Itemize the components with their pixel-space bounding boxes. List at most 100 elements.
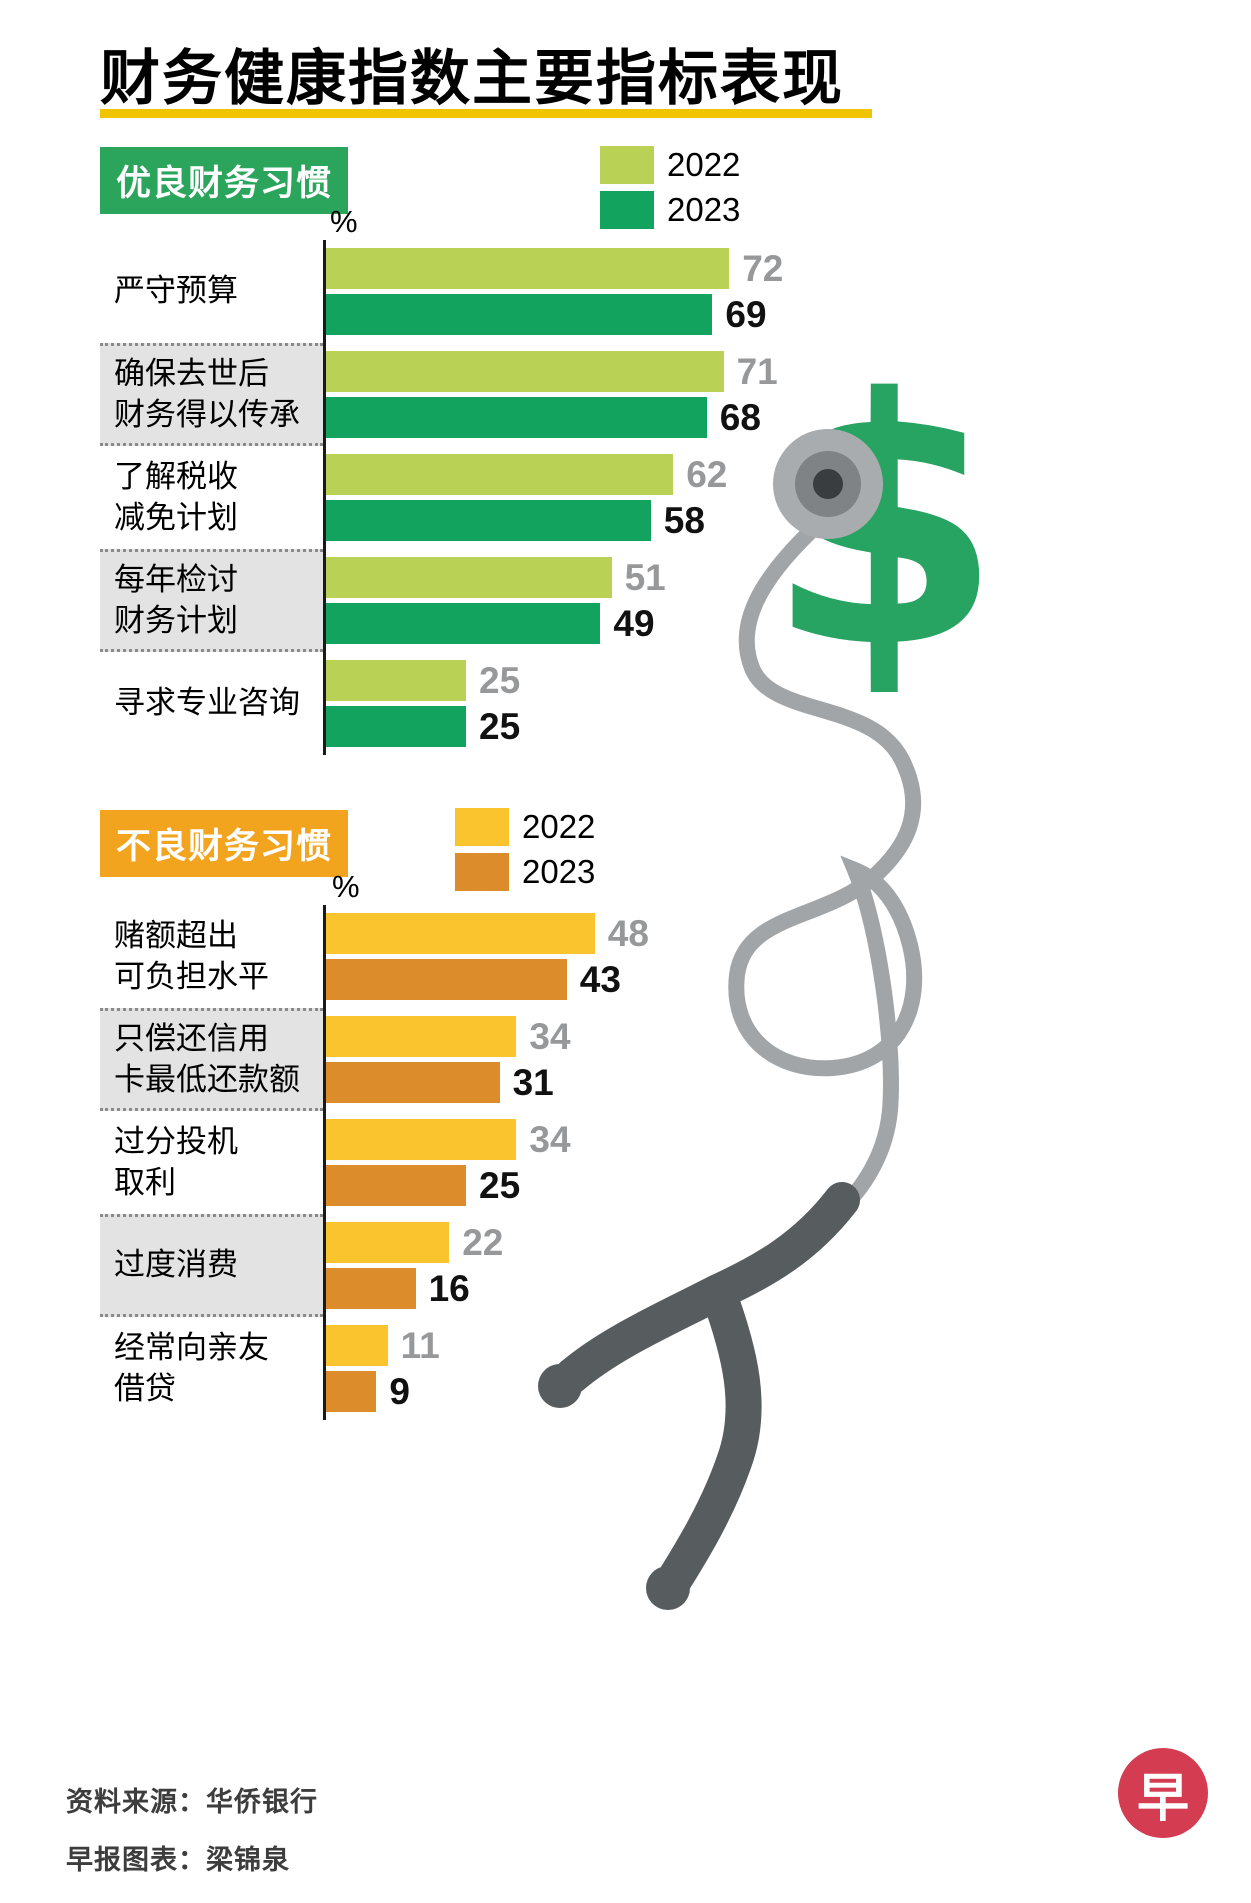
- legend-item-2023: 2023: [455, 853, 595, 891]
- bar-row-2022: 48: [326, 913, 900, 954]
- legend-item-2023: 2023: [600, 191, 740, 229]
- source-text: 资料来源：华侨银行: [66, 1787, 318, 1817]
- legend-bad-habits: 2022 2023: [455, 808, 595, 891]
- value-label: 51: [624, 556, 666, 598]
- bar-row-2022: 34: [326, 1119, 900, 1160]
- bar-row-2022: 72: [326, 248, 900, 289]
- bar-row-2023: 68: [326, 397, 900, 438]
- value-label: 48: [607, 912, 649, 954]
- bar-row-2023: 49: [326, 603, 900, 644]
- chart-row: 过分投机 取利 34 25: [100, 1111, 900, 1214]
- bar-2023: [326, 603, 601, 644]
- bar-group: 71 68: [323, 343, 900, 446]
- bar-2023: [326, 959, 567, 1000]
- legend-good-habits: 2022 2023: [600, 146, 740, 229]
- legend-label-2023: 2023: [667, 191, 741, 228]
- unit-label-bad-habits: %: [332, 869, 360, 904]
- value-label: 16: [428, 1267, 470, 1309]
- bar-2023: [326, 1371, 377, 1412]
- category-label: 每年检讨 财务计划: [100, 549, 323, 652]
- bar-2022: [326, 248, 730, 289]
- bar-group: 34 31: [323, 1008, 900, 1111]
- bar-row-2023: 31: [326, 1062, 900, 1103]
- value-label: 68: [719, 396, 761, 438]
- bar-row-2022: 62: [326, 454, 900, 495]
- bar-2022: [326, 1325, 388, 1366]
- chart-row: 经常向亲友 借贷 11 9: [100, 1317, 900, 1420]
- bar-2023: [326, 500, 651, 541]
- legend-swatch-2022: [455, 808, 509, 846]
- title-underline: [100, 109, 872, 118]
- value-label: 31: [512, 1061, 554, 1103]
- bar-row-2023: 25: [326, 706, 900, 747]
- zaobao-logo: 早: [1118, 1748, 1208, 1838]
- bar-row-2022: 71: [326, 351, 900, 392]
- unit-label-good-habits: %: [330, 204, 358, 239]
- bar-group: 62 58: [323, 446, 900, 549]
- chart-row: 了解税收 减免计划 62 58: [100, 446, 900, 549]
- chart-row: 赌额超出 可负担水平 48 43: [100, 905, 900, 1008]
- bar-row-2023: 16: [326, 1268, 900, 1309]
- legend-item-2022: 2022: [455, 808, 595, 846]
- section-label-good-habits: 优良财务习惯: [100, 147, 349, 214]
- value-label: 49: [613, 602, 655, 644]
- bar-group: 22 16: [323, 1214, 900, 1317]
- category-label: 了解税收 减免计划: [114, 458, 238, 535]
- bar-2023: [326, 397, 707, 438]
- category-label: 只偿还信用 卡最低还款额: [100, 1008, 323, 1111]
- category-label: 确保去世后 财务得以传承: [100, 343, 323, 446]
- bar-row-2022: 11: [326, 1325, 900, 1366]
- value-label: 62: [686, 453, 728, 495]
- earpiece-right-icon: [646, 1566, 690, 1610]
- value-label: 25: [479, 1164, 521, 1206]
- bar-2023: [326, 1165, 466, 1206]
- value-label: 69: [725, 293, 767, 335]
- bar-row-2022: 51: [326, 557, 900, 598]
- legend-label-2022: 2022: [522, 808, 596, 845]
- value-label: 58: [663, 499, 705, 541]
- bar-2022: [326, 1016, 517, 1057]
- legend-label-2023: 2023: [522, 853, 596, 890]
- bar-group: 48 43: [323, 905, 900, 1008]
- bar-2022: [326, 557, 612, 598]
- bar-row-2023: 25: [326, 1165, 900, 1206]
- category-label: 寻求专业咨询: [114, 685, 300, 721]
- bar-2022: [326, 454, 674, 495]
- chart-row: 只偿还信用 卡最低还款额 34 31: [100, 1008, 900, 1111]
- value-label: 72: [742, 247, 784, 289]
- bar-group: 25 25: [323, 652, 900, 755]
- bar-2022: [326, 1119, 517, 1160]
- value-label: 11: [400, 1324, 440, 1366]
- bar-row-2023: 69: [326, 294, 900, 335]
- legend-swatch-2022: [600, 146, 654, 184]
- bar-2023: [326, 294, 713, 335]
- chart-row: 确保去世后 财务得以传承 71 68: [100, 343, 900, 446]
- chart-bad-habits: 赌额超出 可负担水平 48 43 只偿还信用 卡最低还款额 34 31 过分投机 取利 34 25 过度…: [100, 905, 900, 1420]
- bar-row-2023: 9: [326, 1371, 900, 1412]
- section-label-bad-habits: 不良财务习惯: [100, 810, 349, 877]
- value-label: 71: [736, 350, 778, 392]
- value-label: 43: [579, 958, 621, 1000]
- bar-2023: [326, 1268, 416, 1309]
- credit-text: 早报图表：梁锦泉: [66, 1845, 290, 1875]
- bar-row-2023: 43: [326, 959, 900, 1000]
- chart-row: 寻求专业咨询 25 25: [100, 652, 900, 755]
- bar-row-2022: 22: [326, 1222, 900, 1263]
- bar-2022: [326, 1222, 450, 1263]
- value-label: 25: [479, 659, 521, 701]
- bar-2022: [326, 660, 466, 701]
- category-label: 过分投机 取利: [114, 1123, 238, 1200]
- chart-row: 每年检讨 财务计划 51 49: [100, 549, 900, 652]
- bar-group: 11 9: [323, 1317, 900, 1420]
- chart-row: 严守预算 72 69: [100, 240, 900, 343]
- value-label: 9: [389, 1370, 410, 1412]
- chart-rows: 赌额超出 可负担水平 48 43 只偿还信用 卡最低还款额 34 31 过分投机 取利 34 25 过度…: [100, 905, 900, 1420]
- value-label: 34: [529, 1118, 571, 1160]
- bar-row-2023: 58: [326, 500, 900, 541]
- legend-label-2022: 2022: [667, 146, 741, 183]
- category-label: 经常向亲友 借贷: [114, 1329, 269, 1406]
- bar-2023: [326, 1062, 500, 1103]
- page-title: 财务健康指数主要指标表现: [100, 45, 844, 112]
- bar-2023: [326, 706, 466, 747]
